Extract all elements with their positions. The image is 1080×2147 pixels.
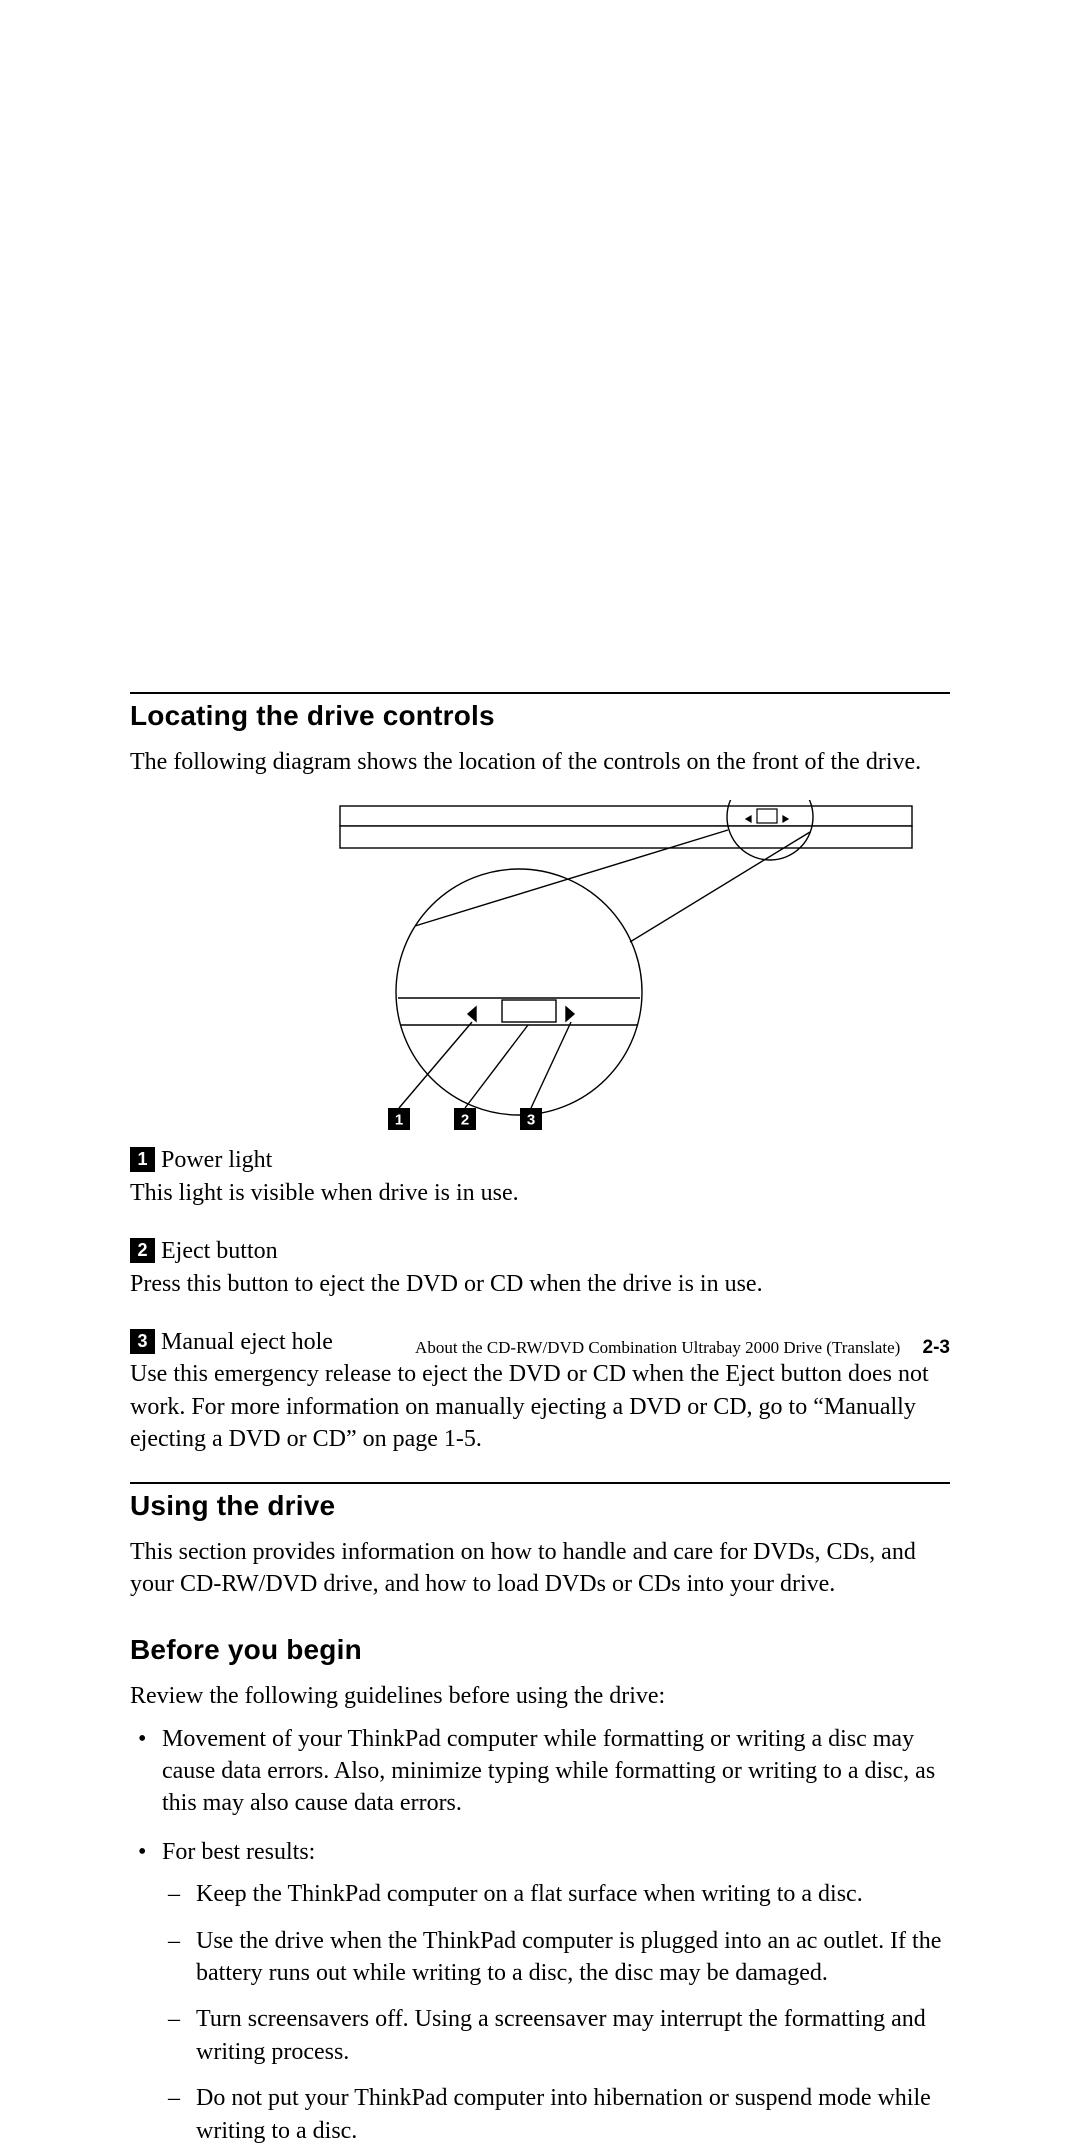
callout-title-2: Eject button (161, 1238, 278, 1264)
section-using: Using the drive This section provides in… (130, 1482, 950, 1601)
page-content: Locating the drive controls The followin… (130, 0, 950, 1397)
footer-page: 2-3 (923, 1337, 950, 1358)
rule-using (130, 1482, 950, 1484)
diagram-callout-1: 1 (395, 1112, 403, 1129)
dash-2: Use the drive when the ThinkPad computer… (162, 1925, 950, 1990)
rule-locating (130, 692, 950, 694)
heading-before: Before you begin (130, 1634, 950, 1666)
bullet-2-text: For best results: (162, 1839, 315, 1865)
intro-using: This section provides information on how… (130, 1536, 950, 1601)
callout-title-1: Power light (161, 1147, 272, 1173)
callout-num-2: 2 (130, 1238, 155, 1263)
callout-desc-2: Press this button to eject the DVD or CD… (130, 1271, 763, 1297)
bullet-2: For best results: Keep the ThinkPad comp… (130, 1836, 950, 2147)
before-sub-dashes: Keep the ThinkPad computer on a flat sur… (162, 1878, 950, 2147)
diagram-callout-2: 2 (461, 1112, 469, 1129)
footer-text: About the CD-RW/DVD Combination Ultrabay… (415, 1338, 900, 1357)
heading-locating: Locating the drive controls (130, 700, 950, 732)
drive-diagram: 1 2 3 (130, 800, 950, 1130)
callout-desc-1: This light is visible when drive is in u… (130, 1180, 519, 1206)
dash-1: Keep the ThinkPad computer on a flat sur… (162, 1878, 950, 1910)
callout-2: 2Eject button Press this button to eject… (130, 1235, 950, 1300)
before-bullets: Movement of your ThinkPad computer while… (130, 1723, 950, 2147)
section-before: Before you begin Review the following gu… (130, 1634, 950, 2147)
callout-num-1: 1 (130, 1147, 155, 1172)
callout-1: 1Power light This light is visible when … (130, 1144, 950, 1209)
diagram-callout-3: 3 (527, 1112, 535, 1129)
intro-before: Review the following guidelines before u… (130, 1680, 950, 1712)
dash-3: Turn screensavers off. Using a screensav… (162, 2003, 950, 2068)
page-footer: About the CD-RW/DVD Combination Ultrabay… (130, 1337, 950, 1359)
bullet-1: Movement of your ThinkPad computer while… (130, 1723, 950, 1820)
dash-4: Do not put your ThinkPad computer into h… (162, 2082, 950, 2147)
drive-diagram-svg: 1 2 3 (130, 800, 950, 1130)
intro-locating: The following diagram shows the location… (130, 746, 950, 778)
callout-desc-3: Use this emergency release to eject the … (130, 1361, 929, 1452)
heading-using: Using the drive (130, 1490, 950, 1522)
